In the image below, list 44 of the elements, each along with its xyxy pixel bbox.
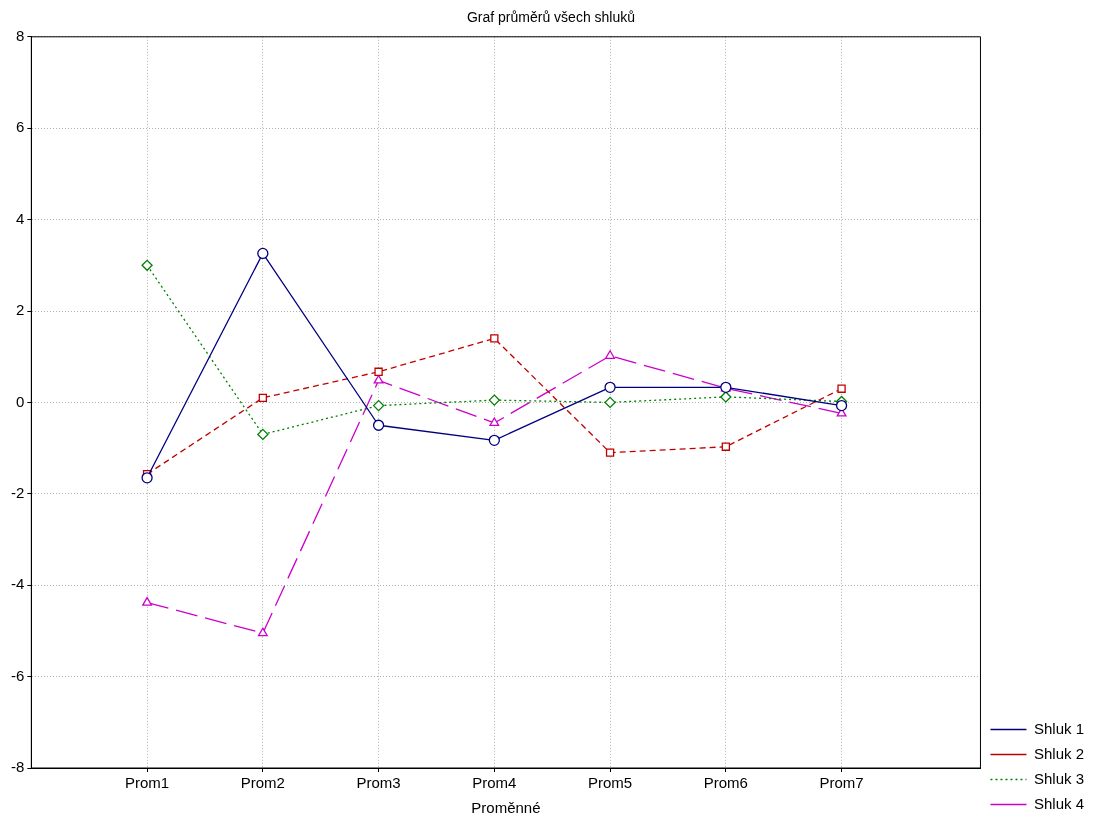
point — [372, 419, 385, 431]
point — [837, 384, 846, 393]
x-axis-title: Proměnné — [471, 799, 541, 817]
point — [835, 399, 848, 412]
y-tick-label: 0 — [15, 392, 25, 410]
x-tick-label: Prom6 — [703, 774, 748, 792]
y-tick-label: -6 — [10, 666, 25, 684]
y-tick-label: -4 — [10, 575, 25, 593]
point — [372, 399, 385, 412]
point — [489, 417, 500, 427]
point — [488, 434, 500, 446]
x-tick-label: Prom2 — [240, 774, 285, 792]
y-tick-label: 4 — [15, 209, 25, 227]
point — [258, 393, 268, 403]
y-tick-label: 6 — [15, 118, 25, 136]
x-tick-label: Prom4 — [472, 774, 517, 792]
point — [604, 396, 616, 409]
x-tick-label: Prom3 — [356, 774, 401, 792]
point — [142, 596, 153, 606]
x-tick-label: Prom1 — [124, 774, 170, 792]
point — [488, 394, 500, 406]
x-tick-label: Prom5 — [587, 774, 633, 792]
x-tick-label: Prom7 — [819, 774, 864, 792]
point — [721, 442, 731, 451]
point — [374, 367, 383, 376]
chart-title: Graf průměrů všech shluků — [466, 9, 636, 26]
point — [257, 627, 268, 637]
y-tick-label: -8 — [10, 758, 25, 776]
point — [605, 448, 615, 457]
legend-label: Shluk 2 — [1033, 744, 1085, 762]
point — [604, 381, 616, 393]
point — [257, 428, 269, 441]
y-tick-label: 8 — [15, 26, 25, 44]
point — [257, 247, 269, 260]
point — [490, 334, 499, 343]
legend-label: Shluk 4 — [1033, 794, 1085, 812]
point — [720, 391, 732, 403]
y-tick-label: -2 — [10, 483, 25, 501]
point — [141, 259, 153, 271]
point — [141, 472, 153, 484]
legend-label: Shluk 3 — [1033, 769, 1085, 787]
point — [605, 350, 616, 359]
y-tick-label: 2 — [15, 301, 25, 319]
legend-label: Shluk 1 — [1033, 719, 1085, 737]
